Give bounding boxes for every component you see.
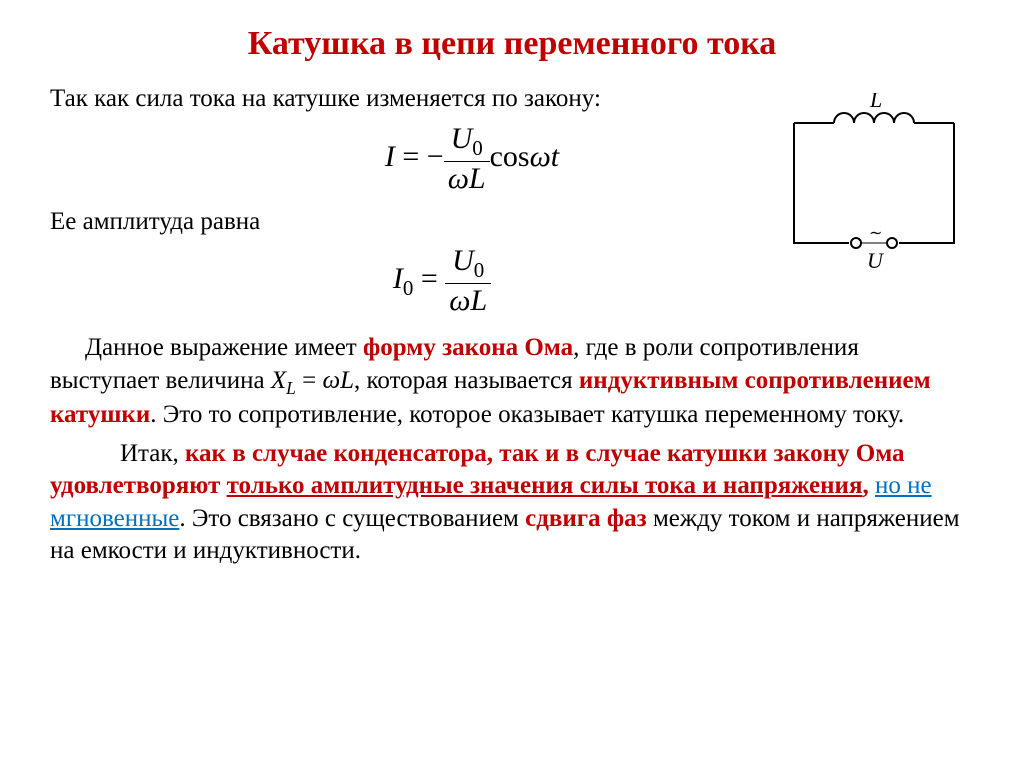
xl-L: L bbox=[340, 367, 354, 394]
xl-eq: = bbox=[296, 367, 323, 394]
f1-num: U bbox=[451, 122, 473, 155]
f1-fraction: U0ωL bbox=[444, 122, 490, 196]
diagram-U-label: U bbox=[867, 248, 885, 273]
p1-f: . Это то сопротивление, которое оказывае… bbox=[150, 401, 904, 428]
paragraph-ohm-law: Данное выражение имеет форму закона Ома,… bbox=[50, 332, 974, 432]
f1-lhs: I bbox=[385, 139, 395, 172]
p2-a: Итак, bbox=[120, 440, 185, 467]
f1-t: t bbox=[551, 139, 559, 172]
left-column: Так как сила тока на катушке изменяется … bbox=[50, 83, 774, 328]
intro-line: Так как сила тока на катушке изменяется … bbox=[50, 83, 774, 116]
p2-d: , bbox=[862, 472, 875, 499]
f1-den-L: L bbox=[469, 162, 486, 195]
p2-f: . Это связано с существованием bbox=[179, 505, 525, 532]
formula-current: I = −U0ωLcosωt bbox=[50, 122, 774, 196]
p2-c: только амплитудные значения силы тока и … bbox=[227, 472, 863, 499]
content-row: Так как сила тока на катушке изменяется … bbox=[50, 83, 974, 328]
xl-omega: ω bbox=[322, 367, 340, 394]
f1-omega: ω bbox=[530, 139, 551, 172]
slide-title: Катушка в цепи переменного тока bbox=[50, 25, 974, 63]
p1-d: , которая называется bbox=[354, 367, 579, 394]
xl-sub: L bbox=[286, 378, 296, 398]
p1-a: Данное выражение имеет bbox=[85, 334, 363, 361]
f2-sub: 0 bbox=[403, 276, 414, 300]
f1-minus: − bbox=[427, 139, 444, 172]
f2-num-sub: 0 bbox=[474, 258, 485, 282]
amplitude-line: Ее амплитуда равна bbox=[50, 206, 774, 239]
f2-den-L: L bbox=[470, 284, 487, 317]
diagram-L-label: L bbox=[869, 93, 882, 112]
f2-num: U bbox=[452, 244, 474, 277]
diagram-tilde: ∼ bbox=[869, 225, 882, 242]
f1-num-sub: 0 bbox=[472, 136, 483, 160]
circuit-diagram: L ∼ U bbox=[774, 83, 974, 278]
slide: Катушка в цепи переменного тока Так как … bbox=[0, 0, 1024, 768]
f2-I: I bbox=[393, 262, 403, 295]
p2-g: сдвига фаз bbox=[525, 505, 647, 532]
f1-eq: = bbox=[395, 139, 427, 172]
f2-fraction: U0ωL bbox=[445, 244, 491, 318]
f2-den-omega: ω bbox=[449, 284, 470, 317]
f1-den-omega: ω bbox=[448, 162, 469, 195]
p1-b: форму закона Ома bbox=[363, 334, 573, 361]
f2-eq: = bbox=[413, 262, 445, 295]
formula-amplitude: I0 = U0ωL bbox=[50, 244, 774, 318]
f1-cos: cos bbox=[490, 139, 530, 172]
paragraph-conclusion: Итак, как в случае конденсатора, так и в… bbox=[50, 438, 974, 568]
xl-var: X bbox=[271, 367, 286, 394]
